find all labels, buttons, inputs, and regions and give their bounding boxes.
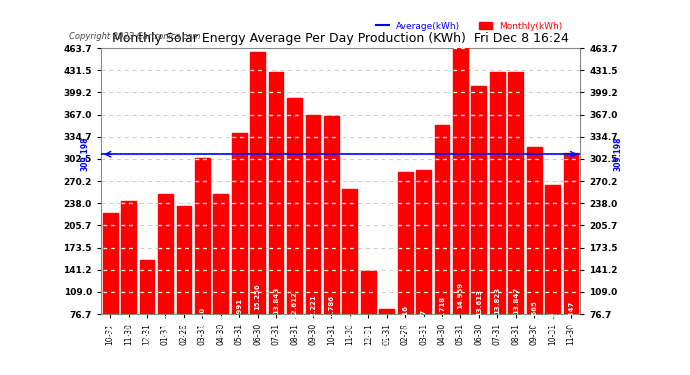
Legend: Average(kWh), Monthly(kWh): Average(kWh), Monthly(kWh) (372, 18, 566, 34)
Text: 10.665: 10.665 (531, 300, 538, 327)
Bar (232, 133, 246, 367)
Text: 8.546: 8.546 (550, 312, 555, 334)
Text: 8.042: 8.042 (126, 315, 132, 337)
Bar (139, 260, 155, 367)
Bar (435, 125, 449, 367)
Bar (490, 72, 504, 367)
Text: 8.606: 8.606 (347, 313, 353, 335)
Text: 7.199: 7.199 (107, 317, 113, 339)
Bar (287, 98, 302, 367)
Text: 8.100: 8.100 (162, 314, 168, 336)
Text: 11.718: 11.718 (439, 296, 445, 323)
Text: 4.483: 4.483 (365, 327, 371, 350)
Text: 12.612: 12.612 (291, 292, 297, 318)
Text: 5.004: 5.004 (144, 326, 150, 348)
Bar (545, 184, 560, 367)
Text: 13.823: 13.823 (494, 287, 500, 314)
Bar (324, 116, 339, 367)
Bar (250, 52, 265, 367)
Text: 13.613: 13.613 (476, 289, 482, 316)
Bar (213, 194, 228, 367)
Text: 12.221: 12.221 (310, 295, 316, 321)
Bar (195, 158, 210, 367)
Text: 8.401: 8.401 (218, 313, 224, 336)
Bar (471, 86, 486, 367)
Text: 10.347: 10.347 (568, 301, 574, 328)
Text: 9.237: 9.237 (421, 309, 426, 332)
Text: 309.198: 309.198 (81, 137, 90, 171)
Bar (397, 172, 413, 367)
Text: Copyright 2023 Cartronics.com: Copyright 2023 Cartronics.com (69, 32, 200, 41)
Text: 309.198: 309.198 (614, 137, 623, 171)
Bar (416, 170, 431, 367)
Bar (380, 309, 394, 367)
Text: 11.786: 11.786 (328, 295, 335, 322)
Bar (158, 194, 173, 367)
Bar (268, 72, 284, 367)
Bar (121, 201, 136, 367)
Bar (453, 48, 468, 367)
Text: 9.810: 9.810 (199, 307, 206, 329)
Text: 8.361: 8.361 (181, 316, 187, 338)
Text: 2.719: 2.719 (384, 334, 390, 356)
Text: 10.991: 10.991 (236, 297, 242, 325)
Bar (509, 72, 523, 367)
Title: Monthly Solar Energy Average Per Day Production (KWh)  Fri Dec 8 16:24: Monthly Solar Energy Average Per Day Pro… (112, 33, 569, 45)
Text: 10.116: 10.116 (402, 305, 408, 332)
Bar (177, 206, 191, 367)
Text: 14.959: 14.959 (457, 282, 464, 309)
Bar (103, 213, 117, 367)
Bar (306, 115, 320, 367)
Bar (526, 147, 542, 367)
Bar (342, 189, 357, 367)
Bar (564, 153, 578, 367)
Text: 15.256: 15.256 (255, 284, 261, 310)
Bar (361, 271, 375, 367)
Text: 13.847: 13.847 (513, 286, 519, 314)
Text: 13.843: 13.843 (273, 286, 279, 314)
